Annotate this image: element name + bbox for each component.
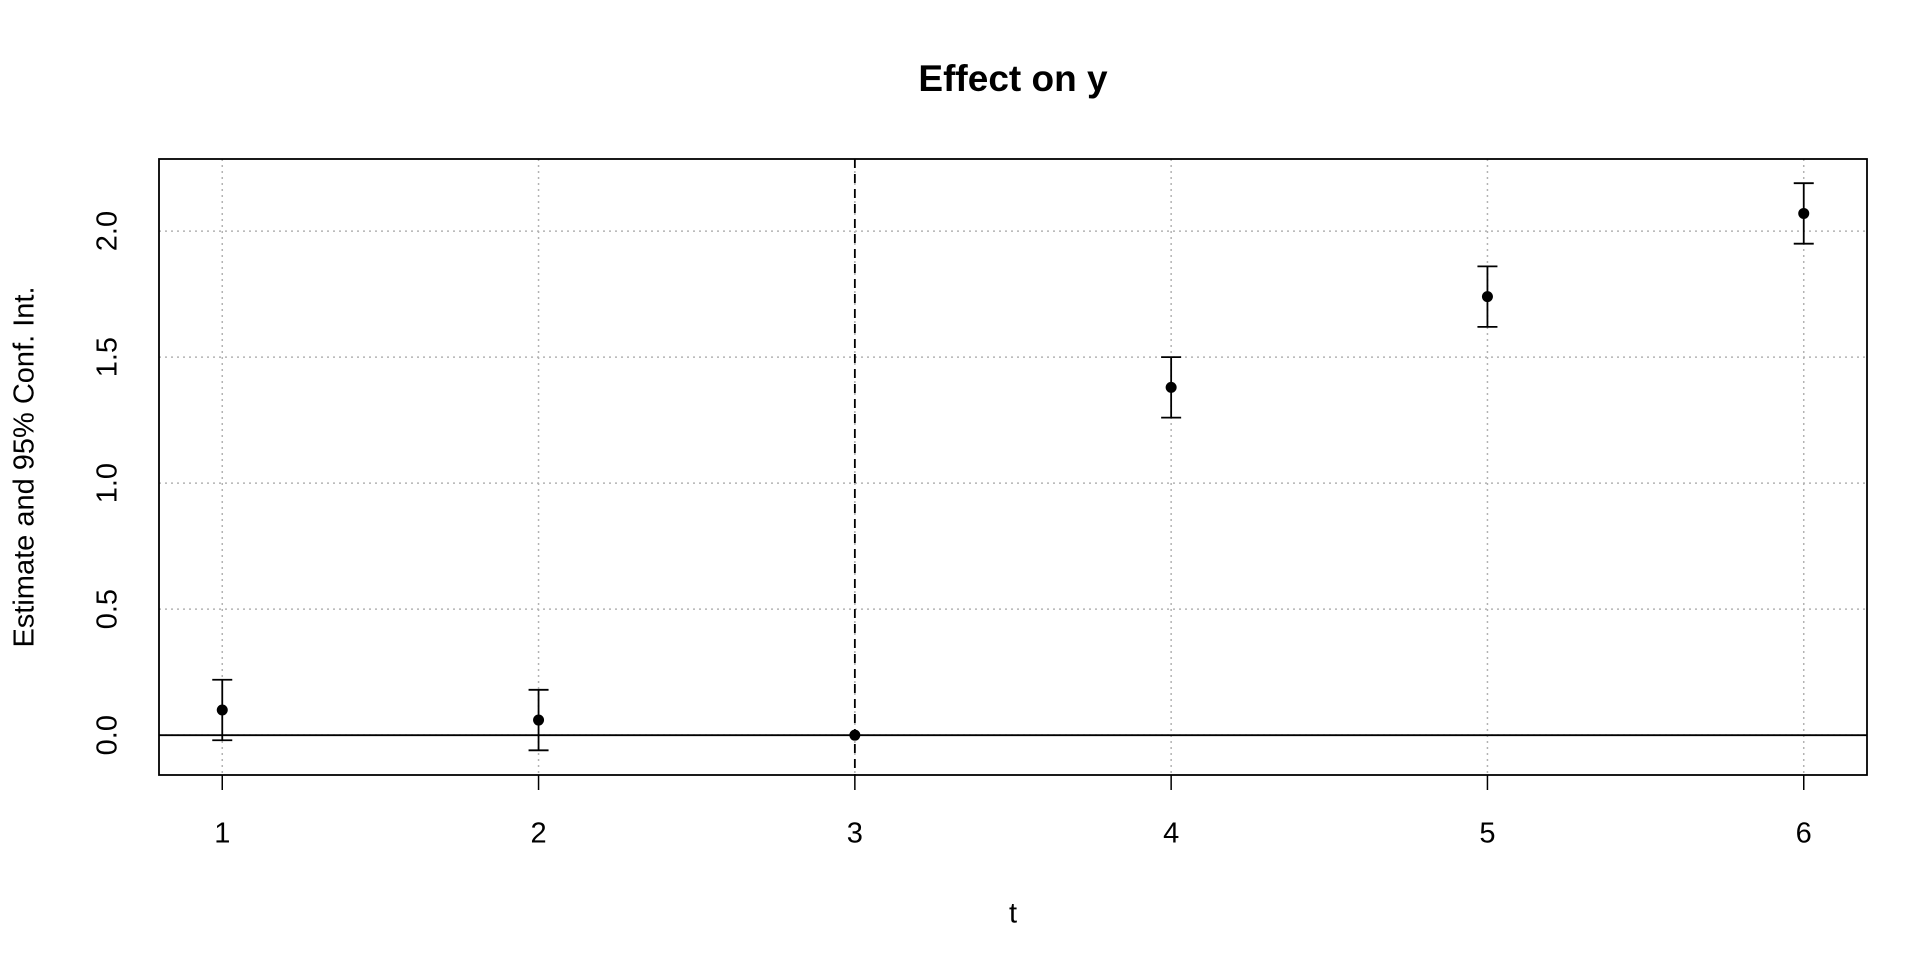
point [533,714,545,726]
x-tick-label: 5 [1479,818,1495,850]
x-tick-label: 3 [847,818,863,850]
chart-title: Effect on y [918,58,1108,99]
y-tick-label: 1.0 [92,463,124,503]
y-tick-label: 1.5 [92,337,124,377]
point [216,704,228,716]
x-tick-label: 2 [530,818,546,850]
point [1165,381,1177,393]
x-tick-label: 4 [1163,818,1179,850]
y-axis-label: Estimate and 95% Conf. Int. [9,286,41,647]
x-tick-label: 6 [1796,818,1812,850]
plot-frame [158,158,1868,776]
point [1481,291,1493,303]
point [849,729,861,741]
x-axis-label: t [1009,898,1017,930]
point [1798,207,1810,219]
y-tick-label: 0.0 [92,715,124,755]
x-tick-label: 1 [214,818,230,850]
y-tick-label: 2.0 [92,211,124,251]
y-tick-label: 0.5 [92,589,124,629]
